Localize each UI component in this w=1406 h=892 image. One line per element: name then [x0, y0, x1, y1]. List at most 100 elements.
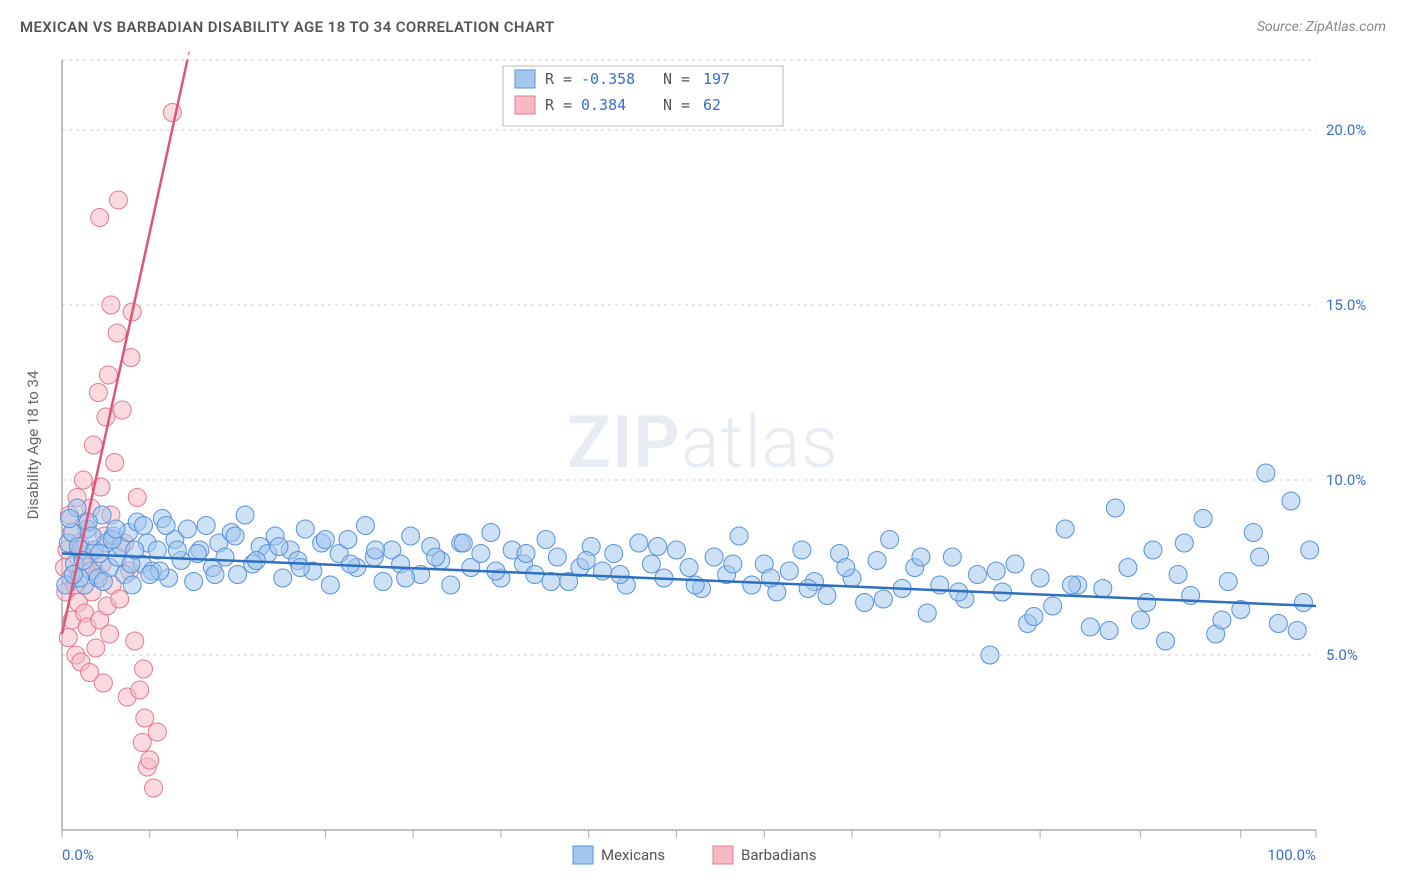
blue-data-point: [236, 506, 254, 524]
blue-data-point: [374, 573, 392, 591]
blue-data-point: [1269, 615, 1287, 633]
chart-container: 5.0%10.0%15.0%20.0%0.0%100.0%Disability …: [20, 50, 1386, 882]
blue-data-point: [1094, 580, 1112, 598]
blue-data-point: [987, 562, 1005, 580]
pink-data-point: [128, 489, 146, 507]
y-tick-label: 5.0%: [1326, 646, 1358, 664]
blue-data-point: [454, 534, 472, 552]
blue-data-point: [818, 587, 836, 605]
blue-data-point: [537, 531, 555, 549]
blue-data-point: [548, 548, 566, 566]
pink-data-point: [135, 660, 153, 678]
blue-data-point: [367, 541, 385, 559]
blue-data-point: [185, 573, 203, 591]
pink-data-point: [101, 625, 119, 643]
blue-data-point: [107, 520, 125, 538]
pink-data-point: [102, 296, 120, 314]
correlation-chart: 5.0%10.0%15.0%20.0%0.0%100.0%Disability …: [20, 50, 1386, 882]
blue-data-point: [229, 566, 247, 584]
pink-data-point: [131, 681, 149, 699]
blue-data-point: [339, 531, 357, 549]
blue-data-point: [135, 517, 153, 535]
pink-data-point: [145, 779, 163, 797]
blue-data-point: [680, 559, 698, 577]
x-tick-label-end: 100.0%: [1267, 846, 1316, 864]
blue-data-point: [1062, 576, 1080, 594]
blue-data-point: [291, 559, 309, 577]
pink-data-point: [163, 104, 181, 122]
blue-data-point: [1006, 555, 1024, 573]
blue-data-point: [61, 510, 79, 528]
blue-data-point: [1044, 597, 1062, 615]
blue-data-point: [649, 538, 667, 556]
blue-data-point: [1169, 566, 1187, 584]
pink-data-point: [74, 471, 92, 489]
pink-data-point: [94, 674, 112, 692]
pink-data-point: [106, 454, 124, 472]
blue-data-point: [799, 580, 817, 598]
chart-title: MEXICAN VS BARBADIAN DISABILITY AGE 18 T…: [20, 18, 555, 36]
blue-data-point: [141, 566, 159, 584]
stats-swatch-blue: [515, 70, 535, 88]
pink-data-point: [99, 366, 117, 384]
blue-data-point: [482, 524, 500, 542]
blue-data-point: [157, 517, 175, 535]
blue-data-point: [216, 548, 234, 566]
blue-data-point: [667, 541, 685, 559]
stats-n-label: N =: [663, 96, 690, 114]
blue-data-point: [197, 517, 215, 535]
source-attribution: Source: ZipAtlas.com: [1257, 19, 1386, 35]
blue-data-point: [1100, 622, 1118, 640]
blue-data-point: [1294, 594, 1312, 612]
blue-data-point: [341, 555, 359, 573]
blue-data-point: [1301, 541, 1319, 559]
blue-data-point: [743, 576, 761, 594]
y-tick-label: 10.0%: [1326, 471, 1366, 489]
blue-data-point: [321, 576, 339, 594]
y-axis-title: Disability Age 18 to 34: [24, 370, 42, 519]
pink-data-point: [91, 209, 109, 227]
blue-data-point: [856, 594, 874, 612]
blue-data-point: [968, 566, 986, 584]
blue-data-point: [356, 517, 374, 535]
pink-data-point: [136, 709, 154, 727]
blue-data-point: [1081, 618, 1099, 636]
blue-data-point: [611, 566, 629, 584]
blue-data-point: [642, 555, 660, 573]
pink-data-point: [97, 408, 115, 426]
blue-data-point: [1025, 608, 1043, 626]
stats-r-label: R =: [545, 96, 572, 114]
stats-r-value: 0.384: [581, 96, 626, 114]
blue-data-point: [780, 562, 798, 580]
blue-data-point: [1288, 622, 1306, 640]
y-tick-label: 20.0%: [1326, 121, 1366, 139]
blue-data-point: [296, 520, 314, 538]
stats-n-value: 62: [703, 96, 721, 114]
blue-data-point: [270, 538, 288, 556]
blue-data-point: [724, 555, 742, 573]
blue-data-point: [881, 531, 899, 549]
blue-data-point: [402, 527, 420, 545]
blue-data-point: [1138, 594, 1156, 612]
blue-data-point: [274, 569, 292, 587]
blue-data-point: [837, 559, 855, 577]
blue-data-point: [517, 545, 535, 563]
blue-data-point: [1213, 611, 1231, 629]
blue-data-point: [912, 548, 930, 566]
blue-data-point: [316, 531, 334, 549]
blue-data-point: [943, 548, 961, 566]
pink-data-point: [89, 384, 107, 402]
blue-data-point: [123, 576, 141, 594]
y-tick-label: 15.0%: [1326, 296, 1366, 314]
trend-line: [150, 50, 225, 235]
blue-data-point: [427, 548, 445, 566]
blue-data-point: [918, 604, 936, 622]
pink-data-point: [84, 436, 102, 454]
blue-data-point: [91, 545, 109, 563]
pink-data-point: [141, 751, 159, 769]
pink-data-point: [113, 401, 131, 419]
blue-data-point: [874, 590, 892, 608]
blue-data-point: [981, 646, 999, 664]
blue-data-point: [206, 566, 224, 584]
blue-data-point: [1175, 534, 1193, 552]
